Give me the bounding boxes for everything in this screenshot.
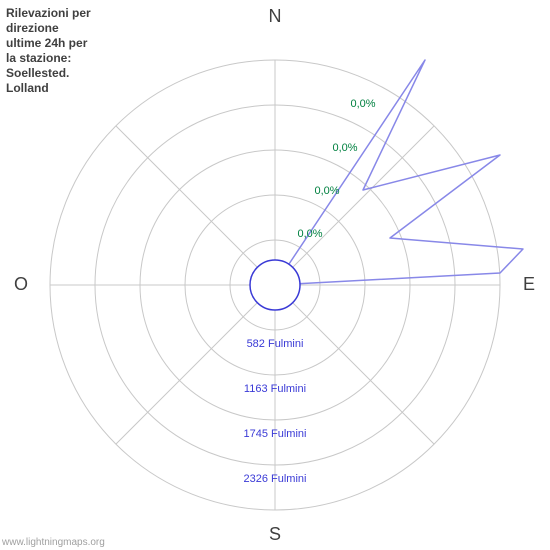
ring-label: 2326 Fulmini (244, 473, 307, 485)
ring-label: 1163 Fulmini (244, 383, 306, 395)
lightning-direction-shape (275, 60, 523, 285)
percent-label: 0,0% (350, 98, 375, 110)
cardinal-E: E (523, 274, 535, 294)
percent-label: 0,0% (314, 185, 339, 197)
polar-chart: 582 Fulmini 1163 Fulmini 1745 Fulmini 2326 … (0, 0, 550, 550)
cardinal-S: S (269, 524, 281, 544)
percent-label: 0,0% (297, 228, 322, 240)
ring-label: 1745 Fulmini (244, 428, 307, 440)
center-circle (250, 260, 300, 310)
cardinal-O: O (14, 274, 28, 294)
ring-label: 582 Fulmini (247, 338, 304, 350)
watermark: www.lightningmaps.org (2, 537, 105, 548)
percent-label: 0,0% (332, 142, 357, 154)
cardinal-N: N (269, 6, 282, 26)
